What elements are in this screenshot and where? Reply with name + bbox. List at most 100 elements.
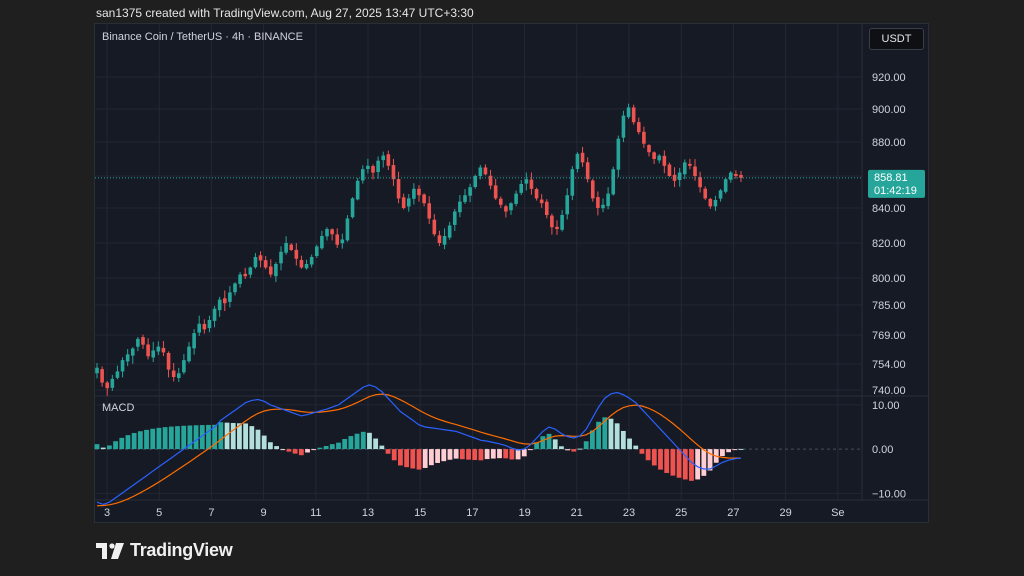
candle-body bbox=[381, 155, 386, 161]
candle-body bbox=[406, 198, 411, 207]
macd-histogram-bar bbox=[639, 449, 645, 454]
macd-histogram-bar bbox=[162, 427, 168, 450]
macd-signal-line bbox=[96, 393, 741, 507]
candle-body bbox=[693, 166, 697, 176]
macd-histogram-bar bbox=[224, 422, 230, 450]
candle-body bbox=[616, 138, 621, 170]
last-price-value: 858.81 bbox=[874, 172, 908, 184]
candle-body bbox=[360, 169, 365, 181]
candle-body bbox=[636, 122, 641, 133]
candle-body bbox=[575, 153, 580, 169]
macd-histogram-bar bbox=[237, 423, 242, 450]
macd-histogram-bar bbox=[367, 432, 372, 450]
macd-histogram-bar bbox=[373, 438, 379, 450]
macd-histogram-bar bbox=[738, 448, 744, 450]
candle-body bbox=[478, 167, 483, 177]
macd-tick-label: −10.00 bbox=[872, 488, 906, 500]
macd-histogram-bar bbox=[156, 427, 162, 450]
price-tick-label: 785.00 bbox=[872, 300, 906, 312]
macd-histogram-bar bbox=[360, 431, 366, 450]
candle-body bbox=[233, 283, 237, 293]
macd-histogram-bar bbox=[707, 449, 713, 471]
macd-histogram-bar bbox=[472, 449, 478, 461]
candle-body bbox=[555, 226, 559, 229]
macd-histogram-bar bbox=[478, 449, 484, 461]
currency-selector[interactable]: USDT bbox=[869, 28, 924, 50]
candle-body bbox=[350, 198, 355, 218]
candle-body bbox=[222, 298, 227, 304]
chart-caption: san1375 created with TradingView.com, Au… bbox=[96, 6, 474, 20]
macd-histogram-bar bbox=[391, 449, 397, 461]
candle-body bbox=[253, 257, 258, 268]
candle-body bbox=[662, 155, 667, 166]
candle-body bbox=[452, 211, 457, 225]
candle-body bbox=[386, 154, 391, 166]
macd-histogram-bar bbox=[658, 449, 663, 470]
candle-body bbox=[197, 323, 202, 333]
candle-body bbox=[442, 236, 447, 245]
candle-body bbox=[488, 175, 493, 186]
candle-body bbox=[151, 350, 156, 358]
macd-histogram-bar bbox=[187, 425, 193, 450]
x-tick-label: 3 bbox=[104, 507, 110, 519]
candle-body bbox=[325, 229, 329, 237]
candle-body bbox=[396, 179, 401, 199]
candle-body bbox=[146, 344, 150, 357]
candle-body bbox=[667, 164, 672, 176]
candle-body bbox=[585, 162, 590, 180]
candle-body bbox=[621, 115, 626, 138]
candle-body bbox=[550, 215, 554, 228]
candle-body bbox=[463, 195, 467, 202]
macd-histogram-bar bbox=[651, 449, 657, 466]
x-tick-label: 9 bbox=[261, 507, 267, 519]
candle-body bbox=[192, 333, 196, 349]
candle-body bbox=[136, 338, 140, 347]
candle-body bbox=[376, 160, 380, 173]
macd-histogram-bar bbox=[726, 449, 732, 453]
macd-histogram-bar bbox=[490, 449, 496, 459]
candle-body bbox=[228, 292, 232, 302]
macd-histogram-bar bbox=[329, 444, 335, 450]
macd-histogram-bar bbox=[614, 423, 620, 450]
macd-histogram-bar bbox=[596, 421, 601, 450]
macd-histogram-bar bbox=[577, 448, 583, 450]
macd-histogram-bar bbox=[546, 433, 552, 450]
macd-histogram-bar bbox=[497, 449, 502, 459]
macd-histogram-bar bbox=[311, 449, 317, 451]
macd-histogram-bar bbox=[466, 449, 471, 460]
macd-histogram-bar bbox=[100, 447, 106, 450]
macd-label: MACD bbox=[102, 402, 135, 414]
macd-histogram-bar bbox=[602, 417, 608, 450]
macd-tick-label: 10.00 bbox=[872, 400, 900, 412]
macd-histogram-bar bbox=[435, 449, 440, 463]
price-tick-label: 740.00 bbox=[872, 385, 906, 397]
candle-body bbox=[110, 378, 115, 388]
candle-body bbox=[708, 198, 713, 207]
candle-body bbox=[626, 107, 631, 118]
macd-histogram-bar bbox=[206, 424, 211, 450]
macd-histogram-bar bbox=[633, 445, 639, 450]
macd-histogram-bar bbox=[286, 449, 292, 452]
candle-body bbox=[243, 273, 248, 277]
macd-histogram-bar bbox=[199, 425, 205, 450]
candle-body bbox=[734, 173, 738, 176]
candle-body bbox=[688, 163, 692, 166]
x-tick-label: Se bbox=[831, 507, 844, 519]
macd-histogram-bar bbox=[422, 449, 428, 468]
candle-body bbox=[314, 246, 319, 256]
candle-body bbox=[330, 229, 334, 235]
candle-body bbox=[345, 218, 350, 241]
macd-histogram-bar bbox=[620, 430, 626, 450]
candle-body bbox=[289, 244, 294, 250]
macd-histogram-bar bbox=[428, 449, 434, 466]
macd-histogram-bar bbox=[515, 449, 521, 460]
brand-name: TradingView bbox=[130, 540, 233, 560]
macd-histogram-bar bbox=[552, 439, 558, 450]
candle-body bbox=[115, 371, 120, 378]
macd-histogram-bar bbox=[540, 436, 546, 450]
candle-body bbox=[529, 179, 534, 189]
candle-body bbox=[417, 188, 421, 196]
candle-body bbox=[580, 152, 585, 163]
macd-histogram-bar bbox=[695, 449, 701, 480]
